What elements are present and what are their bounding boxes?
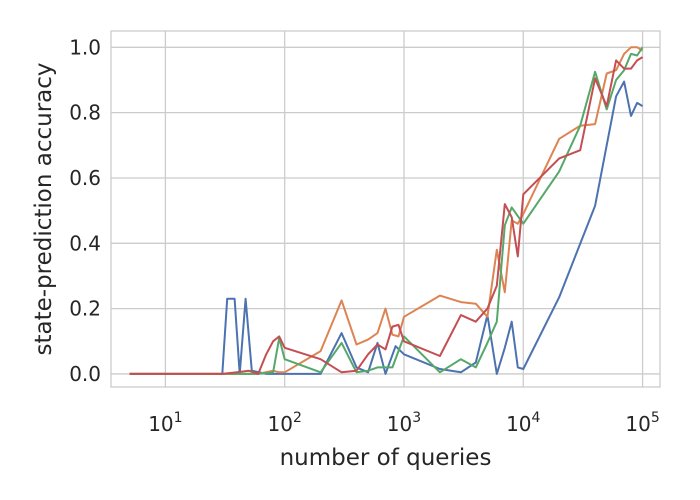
x-tick-label: 103: [387, 410, 421, 436]
y-tick-label: 0.2: [69, 297, 101, 321]
grid: [111, 31, 660, 387]
series-line-1: [129, 80, 644, 375]
plot-frame: [110, 30, 661, 388]
series-line-2: [129, 46, 644, 375]
y-axis-label: state-prediction accuracy: [31, 62, 57, 355]
x-tick-label: 105: [625, 410, 659, 436]
series-lines: [129, 46, 644, 375]
y-tick-label: 0.8: [69, 101, 101, 125]
tick-labels: 101 102 103 104 105 0.0 0.2 0.4 0.6 0.8 1.0: [69, 35, 660, 436]
y-tick-label: 0.0: [69, 362, 101, 386]
y-tick-label: 1.0: [69, 35, 101, 59]
y-tick-label: 0.4: [69, 231, 101, 255]
series-line-4: [129, 56, 644, 375]
series-line-3: [129, 46, 644, 375]
x-tick-label: 101: [148, 410, 182, 436]
x-tick-label: 102: [267, 410, 301, 436]
x-tick-label: 104: [506, 410, 540, 436]
y-tick-label: 0.6: [69, 166, 101, 190]
x-axis-label: number of queries: [280, 445, 492, 471]
